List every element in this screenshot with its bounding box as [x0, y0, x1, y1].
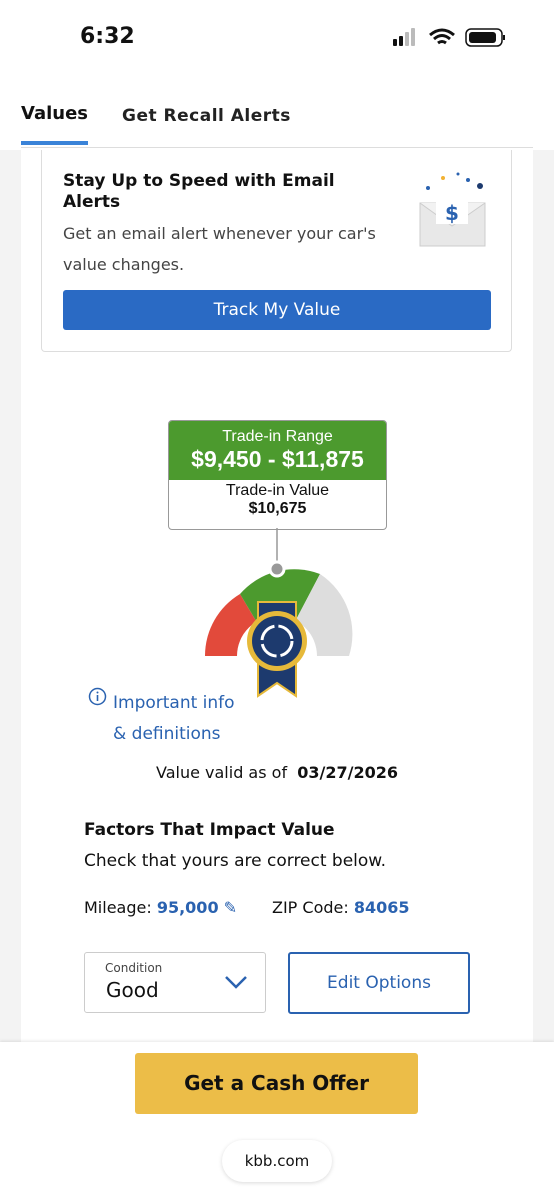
- mileage-value[interactable]: 95,000: [156, 898, 219, 917]
- condition-select[interactable]: Condition Good: [84, 952, 266, 1013]
- svg-text:$: $: [445, 201, 459, 225]
- divider: [21, 147, 533, 148]
- range-label: Trade-in Range: [222, 428, 333, 445]
- condition-value: Good: [106, 978, 159, 1002]
- envelope-icon: $: [419, 172, 486, 247]
- chevron: [225, 976, 247, 989]
- value-card: Trade-in Range $9,450 - $11,875 Trade-in…: [168, 420, 387, 530]
- info-link[interactable]: Important info & definitions: [113, 693, 235, 744]
- track-button[interactable]: Track My Value: [63, 290, 491, 330]
- zip: ZIP Code: 84065: [272, 898, 410, 917]
- tab[interactable]: Values: [21, 103, 88, 124]
- trade-in-value: $10,675: [248, 500, 307, 517]
- edit-icon[interactable]: ✎: [223, 898, 238, 917]
- range-box: Trade-in Range $9,450 - $11,875: [169, 421, 386, 480]
- url-pill: kbb.com: [222, 1140, 332, 1182]
- factors-title: Factors That Impact Value: [84, 820, 335, 840]
- tab[interactable]: Get Recall Alerts: [122, 106, 291, 126]
- factors-subtitle: Check that yours are correct below.: [84, 851, 387, 871]
- info-icon: [88, 687, 107, 706]
- card-title: Stay Up to Speed with Email Alerts: [63, 171, 335, 212]
- edit-options-button[interactable]: Edit Options: [288, 952, 470, 1014]
- zip-label: ZIP Code:: [272, 898, 349, 917]
- tab-indicator: [21, 141, 88, 145]
- status-time: 6:32: [80, 24, 135, 49]
- trade-in-label: Trade-in Value: [225, 482, 330, 499]
- condition-label: Condition: [105, 961, 163, 975]
- mileage-label: Mileage:: [84, 898, 152, 917]
- valid-label: Value valid as of: [156, 763, 288, 782]
- zip-value[interactable]: 84065: [353, 898, 410, 917]
- card-text: Get an email alert whenever your car's v…: [63, 224, 376, 274]
- valid-date: 03/27/2026: [297, 763, 398, 782]
- header: [0, 0, 554, 150]
- cash-offer-button[interactable]: Get a Cash Offer: [135, 1053, 418, 1114]
- range-value: $9,450 - $11,875: [191, 446, 364, 472]
- mileage: Mileage: 95,000 ✎: [84, 898, 237, 917]
- valid-line: Value valid as of 03/27/2026: [0, 763, 554, 782]
- status-icons: [393, 28, 505, 47]
- gauge: [204, 528, 353, 698]
